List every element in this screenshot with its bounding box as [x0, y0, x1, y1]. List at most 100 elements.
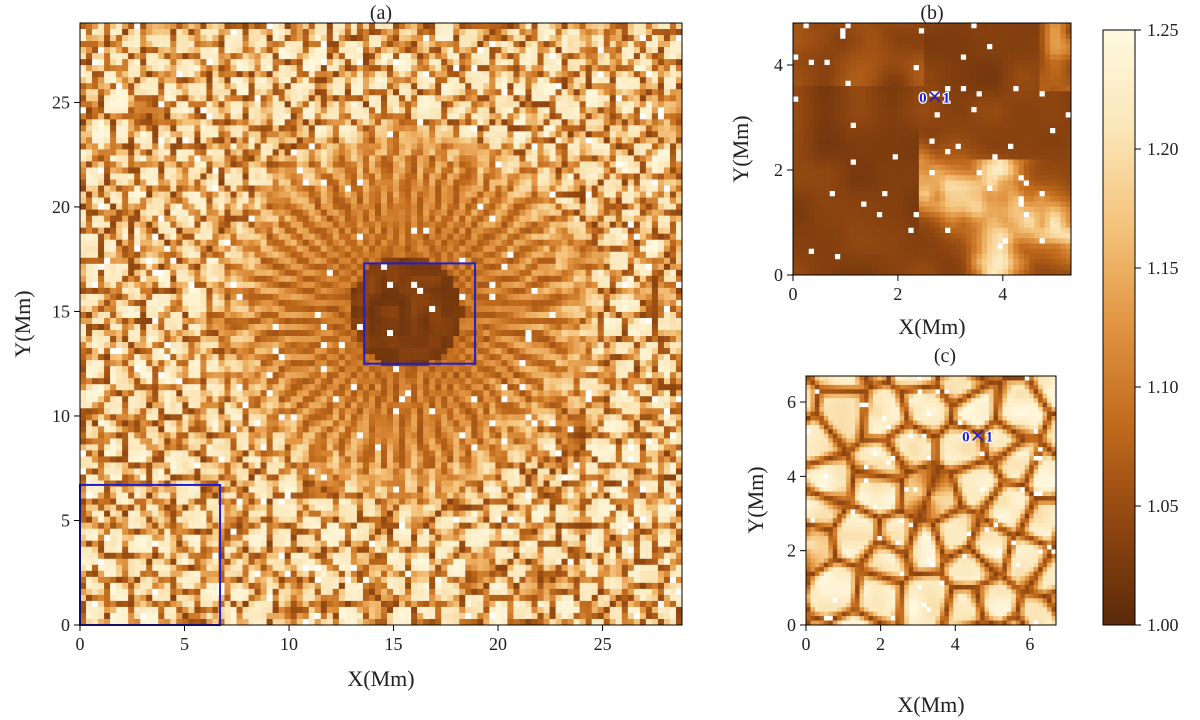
panel-a-heatmap-cell: [200, 306, 206, 312]
panel-a-heatmap-cell: [128, 270, 134, 276]
panel-a-heatmap-cell: [212, 83, 218, 89]
panel-a-heatmap-cell: [604, 71, 610, 77]
panel-a-heatmap-cell: [249, 131, 255, 137]
panel-a-heatmap-cell: [369, 276, 375, 282]
panel-a-heatmap-cell: [146, 180, 152, 186]
panel-a-heatmap-cell: [231, 143, 237, 149]
panel-a-heatmap-cell: [339, 174, 345, 180]
panel-a-heatmap-cell: [212, 107, 218, 113]
panel-a-heatmap-cell: [399, 288, 405, 294]
panel-a-heatmap-cell: [110, 228, 116, 234]
panel-a-heatmap-cell: [423, 83, 429, 89]
panel-a-heatmap-cell: [243, 53, 249, 59]
panel-a-heatmap-cell: [610, 65, 616, 71]
panel-a-heatmap-cell: [98, 77, 104, 83]
panel-a-heatmap-cell: [212, 137, 218, 143]
panel-a-heatmap-cell: [176, 180, 182, 186]
panel-a-heatmap-cell: [447, 23, 453, 29]
panel-a-heatmap-cell: [423, 137, 429, 143]
panel-a-heatmap-cell: [477, 167, 483, 173]
panel-a-heatmap-cell: [194, 270, 200, 276]
panel-a-heatmap-cell: [586, 210, 592, 216]
panel-a-heatmap-cell: [98, 131, 104, 137]
panel-a-heatmap-cell: [519, 29, 525, 35]
panel-a-heatmap-cell: [429, 216, 435, 222]
panel-a-heatmap-cell: [507, 198, 513, 204]
panel-a-heatmap-cell: [375, 264, 381, 270]
panel-a-heatmap-cell: [249, 222, 255, 228]
panel-a-heatmap-cell: [640, 270, 646, 276]
panel-a-heatmap-cell: [399, 113, 405, 119]
panel-a-heatmap-cell: [267, 174, 273, 180]
panel-a-heatmap-cell: [634, 23, 640, 29]
panel-a-heatmap-cell: [465, 119, 471, 125]
panel-a-heatmap-cell: [538, 119, 544, 125]
panel-a-heatmap-cell: [321, 180, 327, 186]
panel-a-heatmap-cell: [622, 180, 628, 186]
panel-a-heatmap-cell: [652, 23, 658, 29]
panel-a-heatmap-cell: [435, 131, 441, 137]
panel-a-heatmap-cell: [538, 246, 544, 252]
panel-a-heatmap-cell: [604, 264, 610, 270]
panel-a-heatmap-cell: [429, 228, 435, 234]
panel-a-heatmap-cell: [104, 77, 110, 83]
panel-a-heatmap-cell: [646, 119, 652, 125]
panel-a-heatmap-cell: [309, 246, 315, 252]
panel-a-heatmap-cell: [164, 89, 170, 95]
panel-a-heatmap-cell: [206, 47, 212, 53]
panel-a-heatmap-cell: [676, 131, 682, 137]
panel-a-heatmap-cell: [194, 198, 200, 204]
panel-a-heatmap-cell: [435, 252, 441, 258]
panel-a-heatmap-cell: [375, 53, 381, 59]
panel-a-heatmap-cell: [676, 312, 682, 318]
panel-a-heatmap-cell: [525, 318, 531, 324]
panel-a-heatmap-cell: [267, 143, 273, 149]
panel-a-heatmap-cell: [447, 240, 453, 246]
panel-a-heatmap-cell: [622, 216, 628, 222]
panel-a-heatmap-cell: [333, 83, 339, 89]
panel-a-heatmap-cell: [122, 216, 128, 222]
panel-a-heatmap-cell: [489, 294, 495, 300]
panel-a-heatmap-cell: [519, 137, 525, 143]
panel-a-heatmap-cell: [483, 23, 489, 29]
panel-a-heatmap-cell: [122, 23, 128, 29]
panel-a-heatmap-cell: [586, 77, 592, 83]
panel-a-heatmap-cell: [550, 143, 556, 149]
panel-a-heatmap-cell: [110, 240, 116, 246]
panel-a-heatmap-cell: [104, 240, 110, 246]
panel-a-heatmap-cell: [212, 155, 218, 161]
panel-a-heatmap-cell: [375, 65, 381, 71]
panel-a-heatmap-cell: [471, 161, 477, 167]
panel-a-heatmap-cell: [321, 288, 327, 294]
panel-a-heatmap-cell: [243, 35, 249, 41]
panel-a-heatmap-cell: [224, 53, 230, 59]
panel-a-heatmap-cell: [291, 137, 297, 143]
panel-a-heatmap-cell: [592, 149, 598, 155]
panel-a-heatmap-cell: [574, 137, 580, 143]
panel-a-heatmap-cell: [634, 306, 640, 312]
panel-a-heatmap-cell: [586, 318, 592, 324]
panel-a-heatmap-cell: [152, 167, 158, 173]
panel-a-heatmap-cell: [345, 155, 351, 161]
panel-a-heatmap-cell: [610, 258, 616, 264]
panel-a-heatmap-cell: [327, 95, 333, 101]
panel-a-heatmap-cell: [237, 222, 243, 228]
panel-a-heatmap-cell: [598, 119, 604, 125]
panel-a-heatmap-cell: [267, 35, 273, 41]
panel-a-heatmap-cell: [604, 107, 610, 113]
panel-a-heatmap-cell: [387, 234, 393, 240]
panel-a-heatmap-cell: [152, 198, 158, 204]
panel-a-heatmap-cell: [309, 53, 315, 59]
panel-a-heatmap-cell: [152, 252, 158, 258]
panel-a-heatmap-cell: [604, 210, 610, 216]
panel-a-heatmap-cell: [556, 35, 562, 41]
panel-a-heatmap-cell: [628, 149, 634, 155]
panel-a-heatmap-cell: [598, 264, 604, 270]
panel-a-heatmap-cell: [273, 264, 279, 270]
panel-a-heatmap-cell: [231, 192, 237, 198]
panel-a-heatmap-cell: [231, 113, 237, 119]
panel-a-heatmap-cell: [327, 210, 333, 216]
panel-a-heatmap-cell: [315, 258, 321, 264]
panel-a-heatmap-cell: [182, 318, 188, 324]
panel-a-heatmap-cell: [640, 198, 646, 204]
